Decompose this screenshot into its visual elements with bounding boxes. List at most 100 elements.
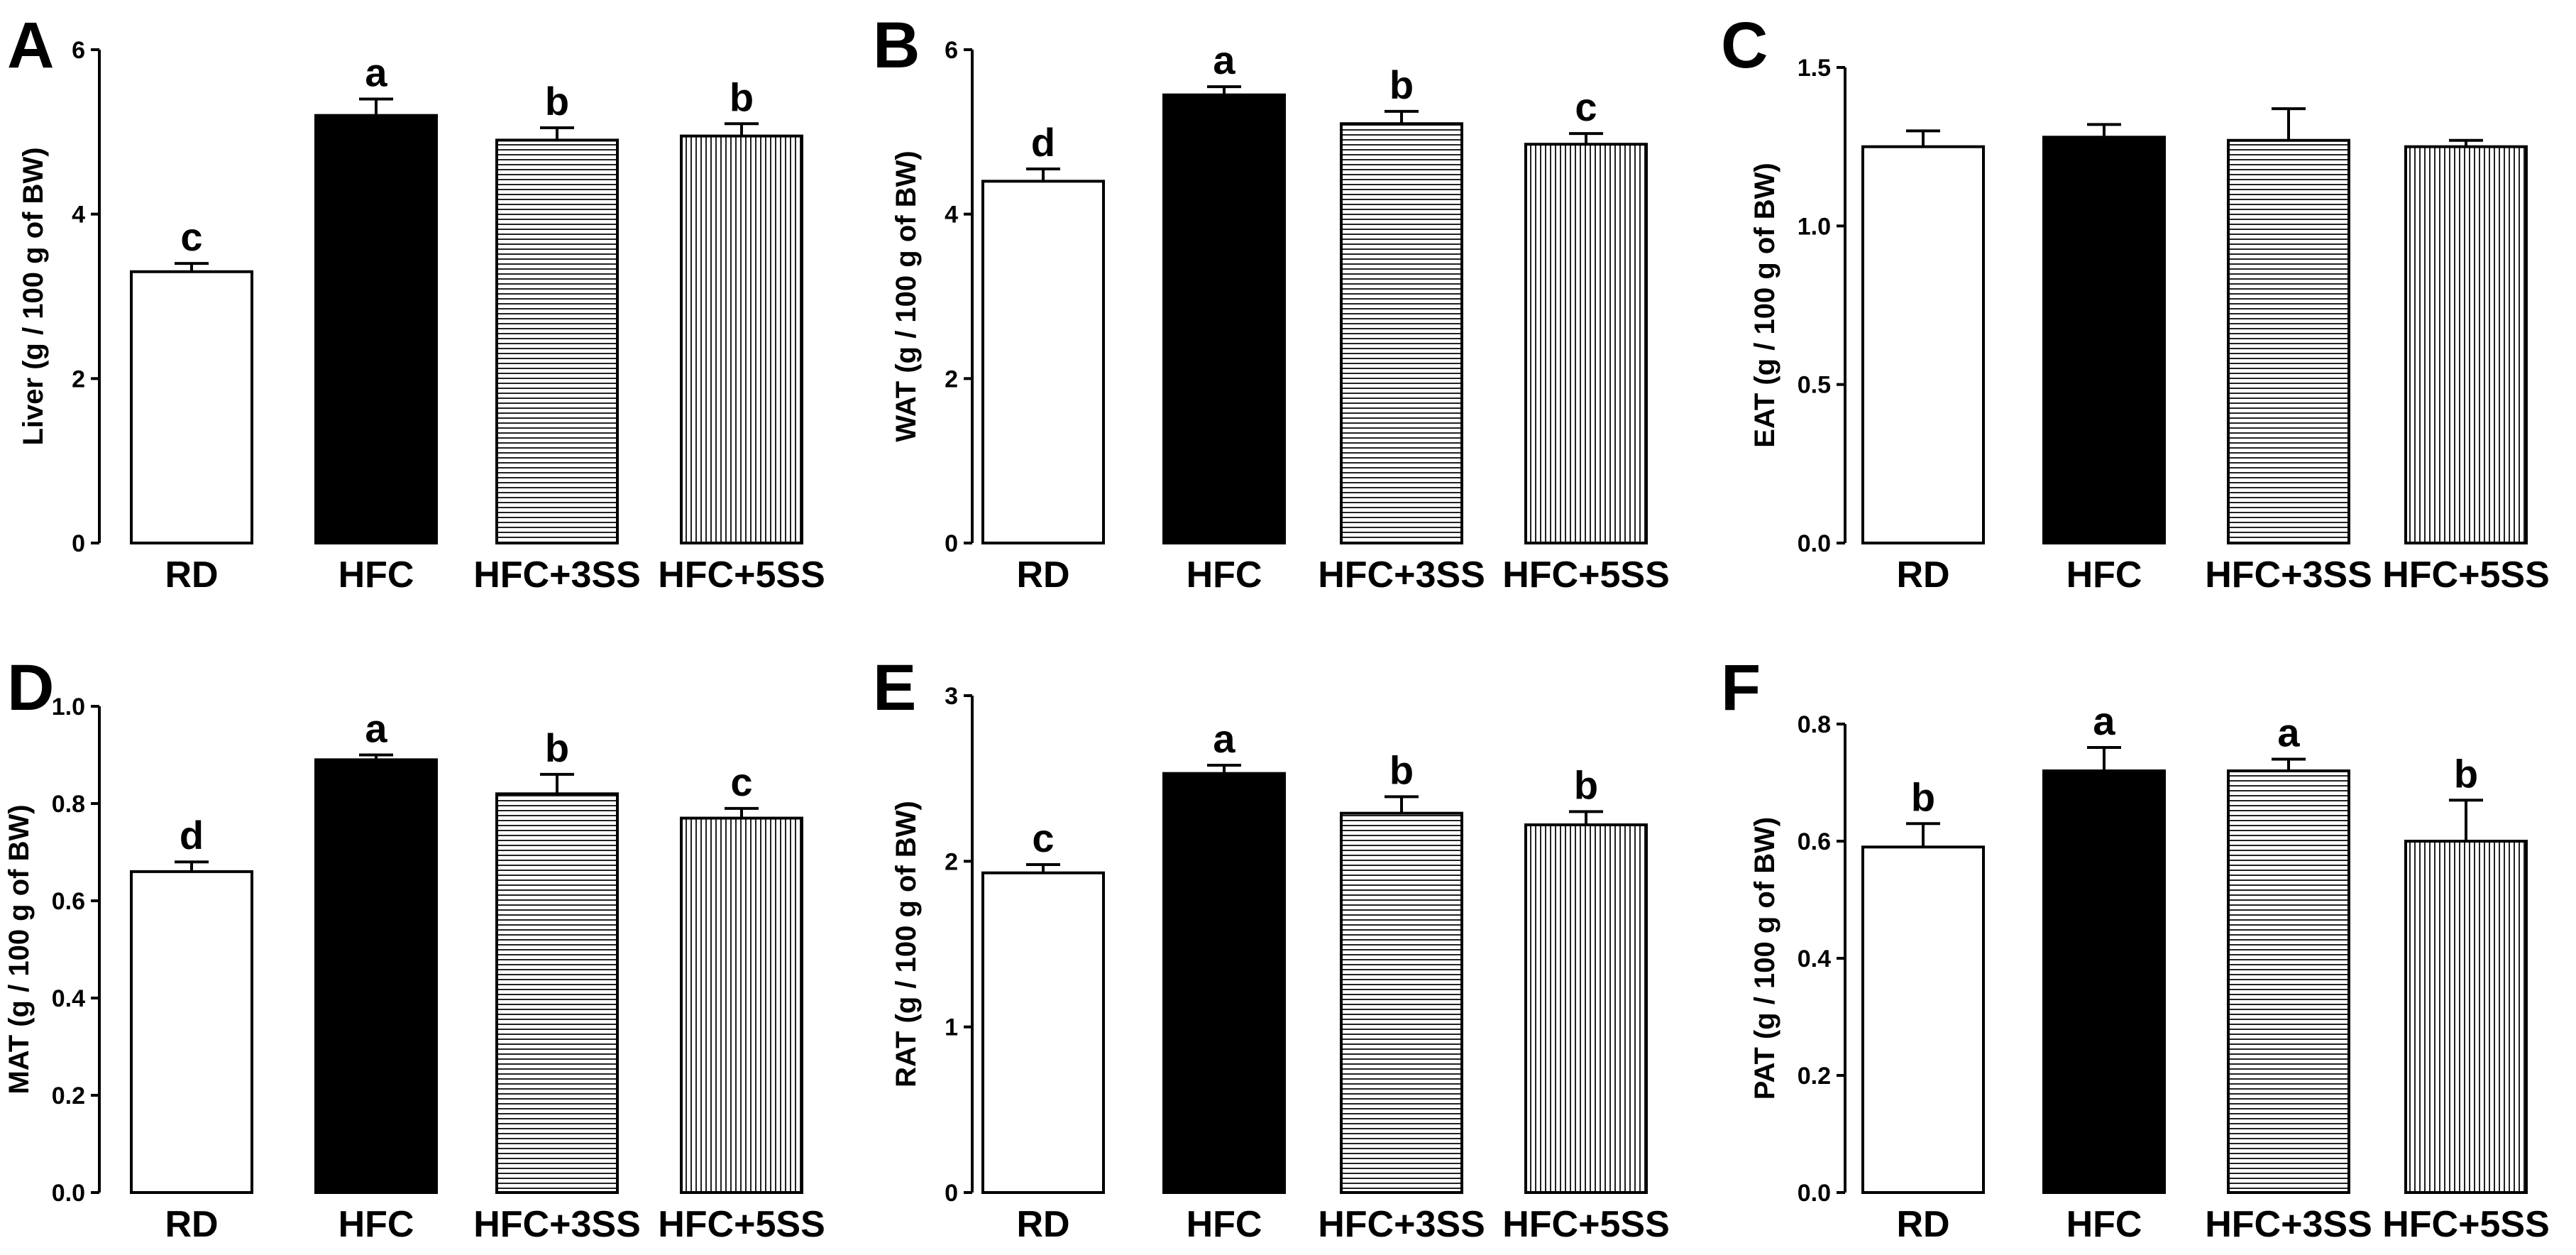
y-tick-label: 3 xyxy=(945,683,958,710)
panel-letter: A xyxy=(7,9,54,82)
y-tick-label: 2 xyxy=(72,366,85,393)
bar-hfc+5ss xyxy=(680,134,803,544)
y-tick-label: 0.6 xyxy=(52,888,85,915)
y-axis-label: WAT (g / 100 g of BW) xyxy=(891,150,922,442)
category-label: HFC xyxy=(2066,554,2142,596)
category-label: RD xyxy=(1016,554,1069,596)
significance-letter: c xyxy=(1032,816,1054,860)
bar-hfc xyxy=(2042,769,2166,1194)
y-tick-label: 0.0 xyxy=(52,1180,85,1207)
category-label: HFC xyxy=(338,1204,414,1245)
chart-panel-e: E 0 1 2 3 RAT (g / 100 g of BW) c RD a HFC b HFC+3S… xyxy=(873,652,1670,1245)
category-label: HFC+3SS xyxy=(1318,554,1485,596)
category-label: HFC xyxy=(338,554,414,596)
bar-hfc xyxy=(2042,136,2166,544)
y-tick-label: 2 xyxy=(945,848,958,875)
significance-letter: a xyxy=(1213,38,1235,82)
category-label: HFC+3SS xyxy=(2205,1204,2372,1245)
category-label: HFC+3SS xyxy=(2205,554,2372,596)
y-tick-label: 1.0 xyxy=(1798,213,1831,240)
category-label: RD xyxy=(1016,1204,1069,1245)
bar-hfc+3ss xyxy=(2227,138,2350,544)
bar-hfc xyxy=(314,758,438,1194)
y-tick-label: 0.0 xyxy=(1798,1180,1831,1207)
y-tick-label: 0 xyxy=(945,530,958,557)
y-tick-label: 0.2 xyxy=(52,1083,85,1109)
bar-hfc+3ss xyxy=(495,138,619,544)
category-label: HFC+5SS xyxy=(1502,554,1670,596)
bar-rd xyxy=(1861,145,1985,544)
chart-panel-b: B 0 2 4 6 WAT (g / 100 g of BW) d RD a HFC b HFC+3S… xyxy=(873,9,1670,596)
bar-hfc+5ss xyxy=(1524,143,1648,545)
y-tick-label: 2 xyxy=(945,366,958,393)
y-tick-label: 0.2 xyxy=(1798,1063,1831,1090)
bar-hfc+5ss xyxy=(2404,840,2528,1194)
y-tick-label: 0.4 xyxy=(52,985,85,1012)
category-label: HFC+5SS xyxy=(658,1204,825,1245)
category-label: HFC xyxy=(1187,1204,1262,1245)
chart-panel-a: A 0 2 4 6 Liver (g / 100 g of BW) c RD a HFC b HFC+… xyxy=(7,9,825,596)
significance-letter: a xyxy=(1213,716,1235,761)
significance-letter: a xyxy=(365,706,387,751)
significance-letter: a xyxy=(365,50,387,95)
significance-letter: b xyxy=(1574,762,1598,807)
y-tick-label: 0.4 xyxy=(1798,946,1831,972)
y-tick-label: 4 xyxy=(72,202,85,229)
y-tick-label: 0.5 xyxy=(1798,372,1831,399)
bar-rd xyxy=(130,270,253,544)
chart-panel-d: D 0.0 0.2 0.4 0.6 0.8 1.0 MAT (g / 100 g of BW)… xyxy=(4,652,825,1245)
category-label: HFC+3SS xyxy=(1318,1204,1485,1245)
y-tick-label: 6 xyxy=(72,37,85,64)
bar-rd xyxy=(130,870,253,1195)
y-tick-label: 0 xyxy=(945,1180,958,1207)
y-tick-label: 0.8 xyxy=(1798,711,1831,738)
significance-letter: d xyxy=(1031,120,1055,165)
significance-letter: b xyxy=(730,75,754,119)
y-axis-label: MAT (g / 100 g of BW) xyxy=(4,804,35,1094)
bar-rd xyxy=(1861,845,1985,1194)
bar-hfc+5ss xyxy=(1524,823,1648,1194)
significance-letter: b xyxy=(2454,751,2478,796)
bar-hfc+5ss xyxy=(2404,145,2528,544)
y-tick-label: 1.5 xyxy=(1798,55,1831,82)
y-tick-label: 0.8 xyxy=(52,791,85,818)
bar-hfc+3ss xyxy=(2227,769,2350,1194)
category-label: RD xyxy=(1896,1204,1949,1245)
bar-hfc+5ss xyxy=(680,816,803,1195)
significance-letter: c xyxy=(730,760,752,804)
y-tick-label: 0.6 xyxy=(1798,828,1831,855)
y-tick-label: 1.0 xyxy=(52,694,85,720)
significance-letter: a xyxy=(2277,711,2300,755)
significance-letter: b xyxy=(1911,774,1935,819)
panel-letter: E xyxy=(873,652,916,724)
category-label: HFC xyxy=(1187,554,1262,596)
chart-panel-f: F 0.0 0.2 0.4 0.6 0.8 PAT (g / 100 g of BW) b RD… xyxy=(1721,652,2550,1245)
panel-letter: C xyxy=(1721,9,1768,82)
bar-hfc+3ss xyxy=(1340,122,1463,544)
bar-rd xyxy=(981,871,1105,1194)
category-label: HFC+3SS xyxy=(473,554,641,596)
significance-letter: c xyxy=(180,214,202,259)
significance-letter: b xyxy=(1389,747,1414,792)
panel-letter: D xyxy=(7,652,54,724)
category-label: RD xyxy=(165,554,218,596)
significance-letter: a xyxy=(2093,698,2115,743)
bar-hfc xyxy=(1162,93,1286,545)
panel-letter: F xyxy=(1721,652,1761,724)
bar-hfc xyxy=(314,114,438,544)
y-axis-label: Liver (g / 100 g of BW) xyxy=(18,147,49,445)
y-tick-label: 6 xyxy=(945,37,958,64)
category-label: HFC+5SS xyxy=(2382,554,2550,596)
category-label: RD xyxy=(1896,554,1949,596)
y-axis-label: RAT (g / 100 g of BW) xyxy=(891,801,922,1087)
y-axis-label: EAT (g / 100 g of BW) xyxy=(1749,163,1780,447)
bar-hfc+3ss xyxy=(495,792,619,1195)
category-label: HFC+5SS xyxy=(2382,1204,2550,1245)
bar-rd xyxy=(981,180,1105,544)
significance-letter: c xyxy=(1575,84,1597,129)
bar-hfc xyxy=(1162,772,1286,1194)
category-label: HFC+5SS xyxy=(1502,1204,1670,1245)
chart-panel-c: C 0.0 0.5 1.0 1.5 EAT (g / 100 g of BW) RD HFC H… xyxy=(1721,9,2550,596)
y-tick-label: 4 xyxy=(945,202,958,229)
